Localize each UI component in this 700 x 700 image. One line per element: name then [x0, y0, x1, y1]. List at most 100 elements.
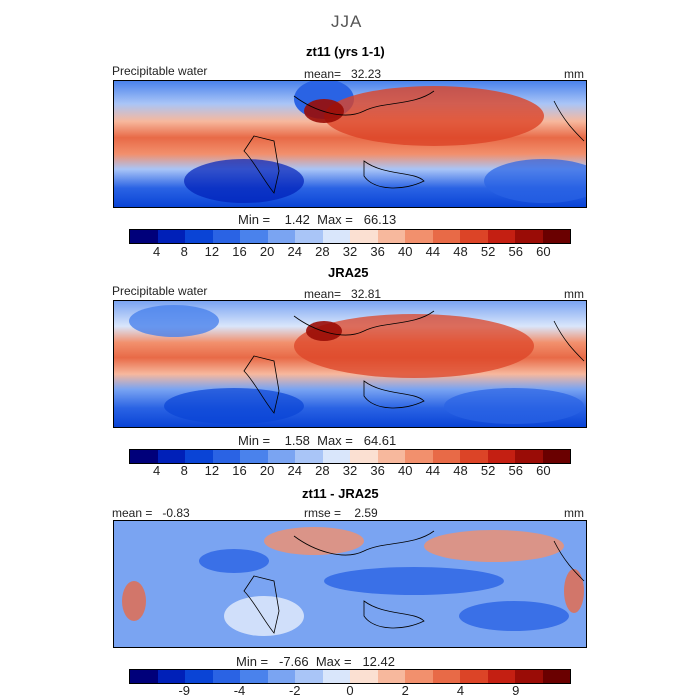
panel2-colorbar	[129, 449, 571, 464]
panel3-map-field	[114, 521, 586, 647]
colorbar-tick-label: 2	[401, 683, 409, 698]
colorbar-swatch	[350, 230, 378, 243]
colorbar-swatch	[432, 230, 460, 243]
colorbar-tick-label: 16	[232, 463, 247, 478]
panel2-variable-label: Precipitable water	[112, 284, 208, 298]
colorbar-swatch	[295, 230, 323, 243]
colorbar-swatch	[185, 230, 213, 243]
panel1-colorbar	[129, 229, 571, 244]
colorbar-swatch	[515, 230, 543, 243]
colorbar-tick-label: 4	[153, 244, 161, 259]
colorbar-swatch	[377, 230, 405, 243]
colorbar-swatch	[460, 230, 488, 243]
colorbar-swatch	[267, 230, 295, 243]
colorbar-swatch	[267, 450, 295, 463]
colorbar-swatch	[185, 670, 213, 683]
colorbar-tick-label: 8	[180, 463, 188, 478]
colorbar-swatch	[157, 230, 185, 243]
colorbar-tick-label: 56	[508, 463, 523, 478]
colorbar-swatch	[460, 670, 488, 683]
panel2-map	[113, 300, 587, 428]
colorbar-tick-label: 60	[536, 244, 551, 259]
colorbar-tick-label: -2	[288, 683, 301, 698]
colorbar-swatch	[542, 450, 570, 463]
colorbar-swatch	[432, 450, 460, 463]
colorbar-tick-label: 44	[425, 244, 441, 259]
colorbar-swatch	[130, 450, 158, 463]
panel2-units: mm	[564, 287, 584, 301]
colorbar-swatch	[350, 670, 378, 683]
colorbar-tick-label: 32	[342, 463, 358, 478]
colorbar-swatch	[240, 450, 268, 463]
panel1-subtitle: zt11 (yrs 1-1)	[306, 44, 385, 59]
colorbar-swatch	[487, 230, 515, 243]
colorbar-tick-label: 0	[346, 683, 354, 698]
panel1-map	[113, 80, 587, 208]
colorbar-swatch	[322, 450, 350, 463]
colorbar-swatch	[350, 450, 378, 463]
colorbar-swatch	[212, 450, 240, 463]
panel3-rmse-label: rmse = 2.59	[304, 506, 378, 520]
colorbar-swatch	[542, 230, 570, 243]
colorbar-tick-label: -9	[178, 683, 191, 698]
colorbar-swatch	[460, 450, 488, 463]
panel2-mean-label: mean= 32.81	[304, 287, 382, 301]
colorbar-tick-label: 60	[536, 463, 551, 478]
colorbar-swatch	[432, 670, 460, 683]
colorbar-tick-label: -4	[233, 683, 246, 698]
colorbar-tick-label: 32	[342, 244, 358, 259]
colorbar-swatch	[515, 670, 543, 683]
colorbar-tick-label: 9	[512, 683, 520, 698]
colorbar-swatch	[405, 230, 433, 243]
panel2-subtitle: JRA25	[328, 265, 369, 280]
colorbar-tick-label: 28	[315, 463, 330, 478]
panel1-map-field	[114, 81, 586, 207]
colorbar-tick-label: 48	[453, 244, 468, 259]
colorbar-swatch	[212, 230, 240, 243]
colorbar-tick-label: 52	[480, 244, 496, 259]
panel3-minmax: Min = -7.66 Max = 12.42	[236, 654, 395, 669]
colorbar-swatch	[295, 670, 323, 683]
panel2-map-field	[114, 301, 586, 427]
colorbar-tick-label: 40	[398, 463, 413, 478]
colorbar-tick-label: 24	[287, 463, 302, 478]
colorbar-tick-label: 12	[204, 244, 220, 259]
colorbar-tick-label: 16	[232, 244, 247, 259]
colorbar-tick-label: 48	[453, 463, 468, 478]
colorbar-swatch	[240, 670, 268, 683]
colorbar-swatch	[130, 670, 158, 683]
panel1-minmax: Min = 1.42 Max = 66.13	[238, 212, 397, 227]
figure-title: JJA	[331, 12, 363, 31]
colorbar-tick-label: 52	[480, 463, 496, 478]
panel2-minmax: Min = 1.58 Max = 64.61	[238, 433, 397, 448]
colorbar-tick-label: 20	[259, 463, 275, 478]
panel3-map	[113, 520, 587, 648]
colorbar-swatch	[405, 670, 433, 683]
panel3-colorbar	[129, 669, 571, 684]
colorbar-swatch	[405, 450, 433, 463]
colorbar-tick-label: 40	[398, 244, 413, 259]
colorbar-swatch	[487, 450, 515, 463]
panel3-units: mm	[564, 506, 584, 520]
colorbar-swatch	[377, 450, 405, 463]
colorbar-swatch	[240, 230, 268, 243]
colorbar-swatch	[130, 230, 158, 243]
colorbar-swatch	[322, 230, 350, 243]
panel1-mean-label: mean= 32.23	[304, 67, 382, 81]
panel3-subtitle: zt11 - JRA25	[302, 486, 379, 501]
colorbar-tick-label: 44	[425, 463, 441, 478]
colorbar-tick-label: 4	[456, 683, 465, 698]
colorbar-swatch	[515, 450, 543, 463]
panel1-units: mm	[564, 67, 584, 81]
colorbar-tick-label: 24	[287, 244, 302, 259]
colorbar-swatch	[377, 670, 405, 683]
colorbar-swatch	[267, 670, 295, 683]
colorbar-swatch	[295, 450, 323, 463]
colorbar-tick-label: 8	[180, 244, 188, 259]
colorbar-swatch	[185, 450, 213, 463]
colorbar-swatch	[157, 670, 185, 683]
colorbar-tick-label: 28	[315, 244, 330, 259]
panel1-variable-label: Precipitable water	[112, 64, 208, 78]
colorbar-swatch	[157, 450, 185, 463]
colorbar-tick-label: 36	[370, 244, 385, 259]
